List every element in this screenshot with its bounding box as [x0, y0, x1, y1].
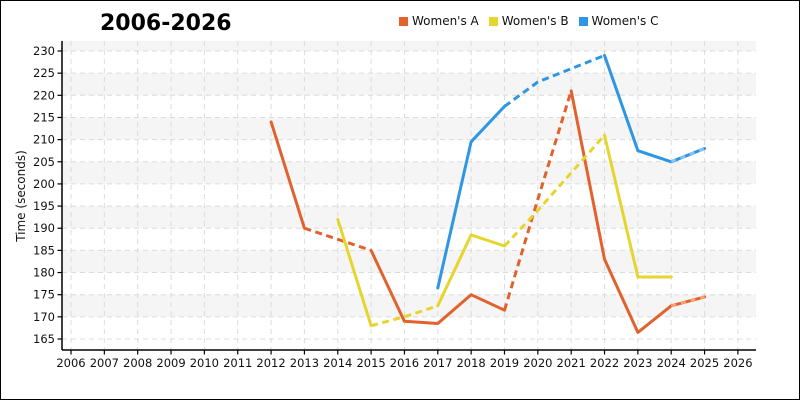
x-tick-label: 2020: [523, 356, 552, 370]
legend: Women's A Women's B Women's C: [399, 14, 658, 28]
line-solid: [603, 53, 707, 164]
x-tick-label: 2008: [123, 356, 152, 370]
band-layer: [62, 41, 756, 317]
series-women-s-b: [336, 133, 673, 328]
x-tick-label: 2018: [456, 356, 485, 370]
line-dashed: [370, 304, 439, 328]
line-solid: [336, 217, 373, 328]
line-dashed: [503, 134, 606, 248]
x-tick-label: 2023: [623, 356, 652, 370]
y-tick-label: 225: [33, 66, 55, 80]
x-tick-label: 2015: [356, 356, 385, 370]
plot-band: [62, 117, 756, 140]
y-tick-label: 175: [33, 288, 55, 302]
legend-item-womens-c: Women's C: [578, 14, 659, 28]
plot-band: [62, 206, 756, 229]
legend-item-womens-b: Women's B: [488, 14, 569, 28]
legend-swatch-womens-c: [578, 16, 588, 26]
x-tick-label: 2016: [390, 356, 419, 370]
line-solid: [603, 133, 673, 279]
y-tick-label: 215: [33, 110, 55, 124]
line-dashed: [303, 226, 372, 252]
y-tick-label: 180: [33, 266, 55, 280]
line-solid: [269, 120, 306, 230]
x-tick-label: 2009: [156, 356, 185, 370]
line-solid: [436, 233, 506, 308]
plot-band: [62, 41, 756, 51]
y-tick-label: 210: [33, 133, 55, 147]
plot-band: [62, 294, 756, 317]
y-tick-label: 185: [33, 243, 55, 257]
x-tick-label: 2010: [190, 356, 219, 370]
y-tick-label: 190: [33, 221, 55, 235]
plot-band: [62, 250, 756, 273]
line-dashed: [503, 90, 573, 311]
x-tick-label: 2014: [323, 356, 352, 370]
line-solid: [436, 104, 506, 290]
x-tick-label: 2017: [423, 356, 452, 370]
chart-title: 2006-2026: [100, 11, 232, 36]
x-tick-label: 2011: [223, 356, 252, 370]
y-tick-label: 220: [33, 88, 55, 102]
y-tick-label: 205: [33, 155, 55, 169]
y-tick-label: 200: [33, 177, 55, 191]
x-tick-label: 2026: [723, 356, 752, 370]
x-tick-label: 2007: [90, 356, 119, 370]
x-tick-label: 2019: [490, 356, 519, 370]
y-tick-label: 195: [33, 199, 55, 213]
x-tick-label: 2022: [590, 356, 619, 370]
plot-band: [62, 161, 756, 184]
x-tick-label: 2013: [290, 356, 319, 370]
x-tick-label: 2021: [557, 356, 586, 370]
y-tick-label: 165: [33, 332, 55, 346]
legend-swatch-womens-a: [399, 16, 408, 26]
series-women-s-c: [436, 53, 707, 290]
grid-layer: [62, 41, 756, 350]
x-tick-label: 2012: [256, 356, 285, 370]
legend-swatch-womens-b: [488, 16, 498, 26]
x-tick-label: 2024: [657, 356, 686, 370]
series-women-s-a: [269, 89, 707, 334]
plot-band: [62, 73, 756, 96]
x-tick-label: 2006: [56, 356, 85, 370]
legend-label-womens-a: Women's A: [412, 14, 479, 28]
x-tick-label: 2025: [690, 356, 719, 370]
y-tick-label: 230: [33, 44, 55, 58]
line-solid: [369, 248, 506, 325]
line-dashed: [503, 54, 606, 108]
legend-item-womens-a: Women's A: [399, 14, 479, 28]
y-tick-label: 170: [33, 310, 55, 324]
axis-layer: 165 170 175 180 185 190 195 200 205 210 215 220 225 2…: [33, 41, 756, 370]
legend-label-womens-b: Women's B: [501, 14, 569, 28]
legend-label-womens-c: Women's C: [591, 14, 659, 28]
y-axis-title: Time (seconds): [14, 150, 28, 243]
